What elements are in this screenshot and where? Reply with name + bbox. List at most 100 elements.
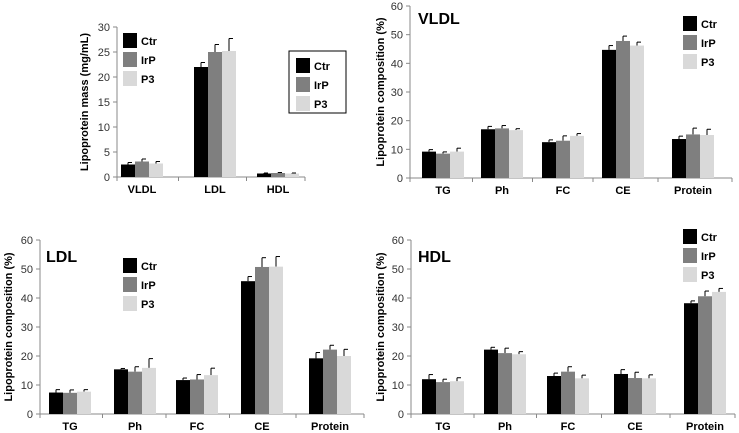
bar-ctr	[114, 369, 128, 414]
chart-panel-4: 0 10 20 30 40 50 60 TG Ph FC CE Protein Lipoprotein …	[375, 229, 736, 433]
bar-irp	[616, 40, 630, 179]
bar-p3	[269, 266, 283, 414]
legend-label: P3	[701, 57, 714, 69]
bar-irp	[686, 134, 700, 178]
x-tick-label: TG	[435, 421, 450, 433]
bar-ctr	[49, 392, 63, 414]
legend-label: Ctr	[314, 61, 331, 73]
y-tick-label: 30	[392, 322, 404, 334]
x-tick-label: Protein	[674, 185, 712, 197]
x-tick-label: Ph	[495, 185, 509, 197]
bar-irp	[436, 382, 450, 414]
bar-irp	[255, 266, 269, 414]
y-tick-label: 30	[98, 22, 110, 34]
legend-swatch-p3	[296, 96, 310, 111]
legend-swatch-p3	[123, 296, 137, 311]
y-tick-label: 50	[391, 30, 403, 42]
bar-irp	[271, 173, 285, 177]
bar-irp	[698, 296, 712, 414]
bar-ctr	[176, 380, 190, 414]
y-axis-label: Lipoprotein composition (%)	[375, 17, 387, 166]
chart-panel-2: 0 10 20 30 40 50 60 TG Ph FC CE Protein Lipoprotein …	[375, 1, 733, 197]
bar-irp	[556, 140, 570, 178]
x-tick-label: FC	[556, 185, 571, 197]
legend-swatch-ctr	[123, 258, 137, 273]
bar-p3	[712, 291, 726, 414]
bar-ctr	[614, 373, 628, 414]
x-tick-label: Ph	[128, 421, 142, 433]
bar-ctr	[422, 151, 436, 178]
x-tick-label: Protein	[311, 421, 349, 433]
bar-ctr	[542, 142, 556, 178]
bar-irp	[495, 128, 509, 178]
bar-ctr	[684, 303, 698, 414]
x-tick-label: Ph	[498, 421, 512, 433]
bar-p3	[642, 378, 656, 414]
y-tick-label: 40	[392, 293, 404, 305]
legend-swatch-ctr	[683, 229, 697, 244]
bar-irp	[323, 349, 337, 414]
bar-p3	[149, 163, 163, 177]
bar-ctr	[241, 281, 255, 414]
legend-label: IrP	[701, 251, 716, 263]
y-tick-label: 15	[98, 97, 110, 109]
y-tick-label: 0	[27, 409, 33, 421]
y-tick-label: 0	[398, 409, 404, 421]
legend-swatch-ctr	[296, 58, 310, 73]
y-tick-label: 60	[392, 235, 404, 247]
bar-ctr	[547, 376, 561, 414]
x-tick-label: CE	[627, 421, 642, 433]
bar-irp	[561, 371, 575, 414]
x-tick-label: CE	[615, 185, 630, 197]
chart-title: LDL	[46, 249, 77, 266]
x-tick-label: TG	[62, 421, 77, 433]
y-tick-label: 10	[391, 144, 403, 156]
legend-swatch-irp	[123, 277, 137, 292]
legend-label: IrP	[701, 38, 716, 50]
bar-p3	[285, 173, 299, 177]
legend-label: Ctr	[141, 36, 158, 48]
bar-irp	[628, 378, 642, 414]
x-tick-label: TG	[435, 185, 450, 197]
y-tick-label: 40	[21, 293, 33, 305]
legend-label: IrP	[314, 80, 329, 92]
y-tick-label: 0	[104, 172, 110, 184]
chart-title: HDL	[418, 249, 451, 266]
legend-label: P3	[314, 99, 327, 111]
y-tick-label: 50	[392, 264, 404, 276]
bar-irp	[498, 353, 512, 414]
legend-label: IrP	[141, 55, 156, 67]
legend-label: P3	[141, 299, 154, 311]
legend-swatch-irp	[683, 248, 697, 263]
bar-ctr	[194, 67, 208, 177]
y-tick-label: 10	[392, 380, 404, 392]
legend-box	[288, 50, 347, 114]
chart-title: VLDL	[418, 11, 460, 28]
y-tick-label: 60	[391, 1, 403, 13]
bar-p3	[77, 391, 91, 414]
x-tick-label: FC	[561, 421, 576, 433]
bar-ctr	[257, 173, 271, 177]
x-tick-label: VLDL	[128, 184, 157, 196]
bar-ctr	[672, 139, 686, 178]
chart-panel-3: 0 10 20 30 40 50 60 TG Ph FC CE Protein Lipoprotein …	[3, 235, 365, 433]
legend-swatch-ctr	[123, 33, 137, 48]
legend-swatch-irp	[296, 77, 310, 92]
bar-p3	[142, 367, 156, 414]
bar-irp	[436, 153, 450, 178]
y-tick-label: 50	[21, 264, 33, 276]
bar-p3	[575, 378, 589, 414]
x-tick-label: LDL	[204, 184, 226, 196]
bar-ctr	[484, 349, 498, 414]
chart-panel-1: 0 5 10 15 20 25 30 VLDL LDL HDL Lipoprotein mass (…	[79, 22, 347, 196]
y-tick-label: 5	[104, 147, 110, 159]
x-tick-label: FC	[190, 421, 205, 433]
bar-p3	[509, 130, 523, 178]
legend-label: IrP	[141, 280, 156, 292]
y-axis-label: Lipoprotein composition (%)	[3, 252, 15, 401]
bar-irp	[128, 371, 142, 414]
y-tick-label: 0	[397, 173, 403, 185]
bar-ctr	[422, 379, 436, 414]
bar-ctr	[309, 358, 323, 414]
